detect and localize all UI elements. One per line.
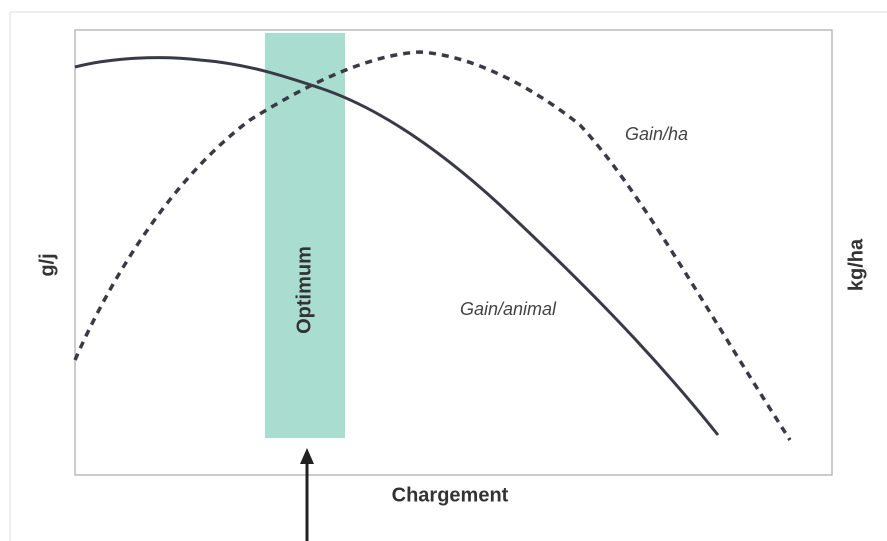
plot-frame (74, 29, 833, 476)
x-label: Chargement (392, 484, 509, 506)
y-left-label: g/j (36, 253, 58, 276)
curve-label: Gain/ha (625, 124, 688, 144)
optimum-band (265, 33, 345, 438)
gain-ha-curve (73, 50, 792, 441)
curve-label: Gain/animal (460, 299, 557, 319)
band-label: Optimum (293, 246, 315, 334)
gain-animal-curve (74, 56, 720, 436)
y-right-label: kg/ha (845, 238, 867, 291)
arrow-head (300, 448, 314, 464)
